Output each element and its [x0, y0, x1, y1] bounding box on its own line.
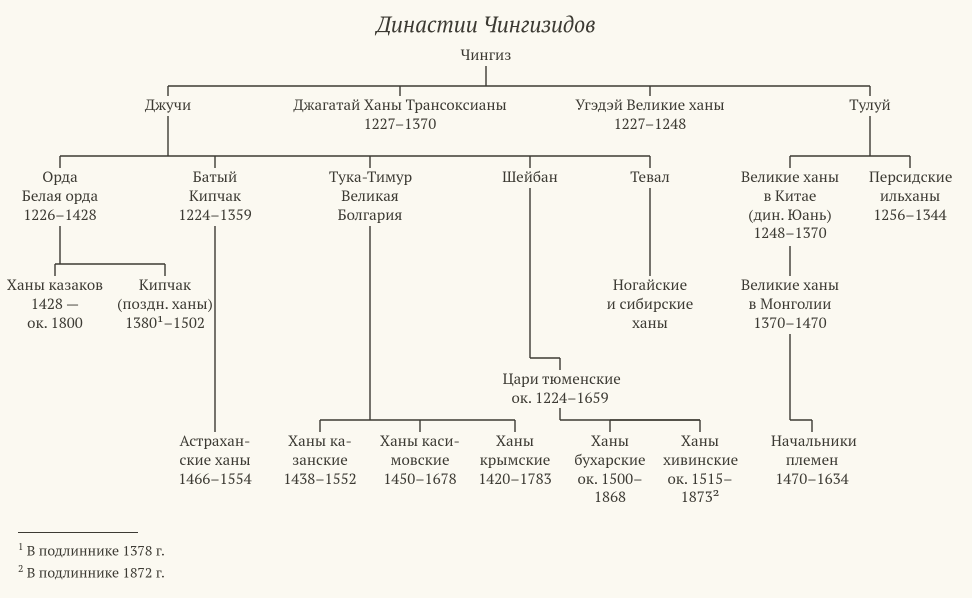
footnotes: 1 В подлиннике 1378 г. 2 В подлиннике 18…: [18, 532, 165, 584]
node-kipchak2: Кипчак (поздн. ханы) 1380¹–1502: [112, 276, 219, 332]
node-tului: Тулуй: [840, 96, 900, 115]
node-ugedei: Угэдэй Великие ханы 1227–1248: [572, 96, 728, 134]
node-chiefs: Начальники племен 1470–1634: [771, 432, 853, 488]
node-jagatai: Джагатай Ханы Трансоксианы 1227–1370: [293, 96, 506, 134]
node-orda: Орда Белая орда 1226–1428: [19, 168, 101, 224]
node-china: Великие ханы в Китае (дин. Юань) 1248–13…: [741, 168, 839, 243]
node-teval: Тевал: [620, 168, 680, 187]
node-nogai: Ногайские и сибирские ханы: [605, 276, 695, 332]
node-root: Чингиз: [456, 46, 516, 65]
node-mongolia: Великие ханы в Монголии 1370–1470: [741, 276, 839, 332]
footnote-1: 1 В подлиннике 1378 г.: [18, 539, 165, 562]
node-khiva: Ханы хивинские ок. 1515– 1873²: [663, 432, 737, 507]
node-astrakhan: Астрахан- ские ханы 1466–1554: [178, 432, 252, 488]
node-kasimov: Ханы каси- мовские 1450–1678: [379, 432, 461, 488]
node-tuka: Тука-Тимур Великая Болгария: [329, 168, 411, 224]
node-kazan: Ханы ка- занские 1438–1552: [283, 432, 357, 488]
node-bukhara: Ханы бухарские ок. 1500– 1868: [573, 432, 647, 507]
node-juchi: Джучи: [138, 96, 198, 115]
footnote-rule: [18, 532, 138, 533]
footnote-2: 2 В подлиннике 1872 г.: [18, 561, 165, 584]
node-ilkhans: Персидские ильханы 1256–1344: [869, 168, 951, 224]
node-kazak: Ханы казаков 1428 — ок. 1800: [6, 276, 104, 332]
node-tyumen: Цари тюменские ок. 1224–1659: [503, 370, 618, 408]
node-sheiban: Шейбан: [500, 168, 560, 187]
node-batu: Батый Кипчак 1224–1359: [178, 168, 252, 224]
node-crimea: Ханы крымские 1420–1783: [478, 432, 552, 488]
